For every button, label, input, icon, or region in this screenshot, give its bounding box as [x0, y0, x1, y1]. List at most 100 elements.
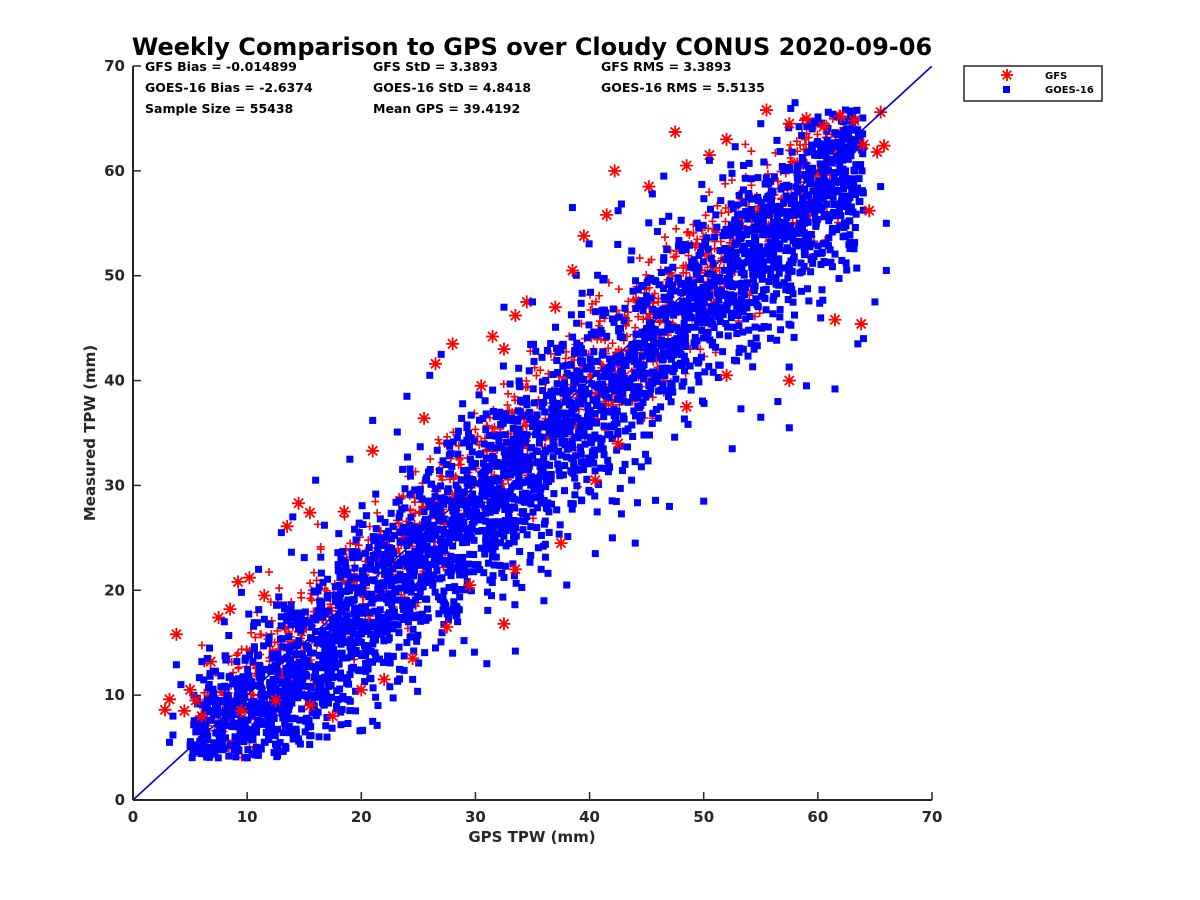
- goes16-cloud-mark: [282, 686, 290, 694]
- goes16-cloud-mark: [460, 571, 468, 579]
- goes16-cloud-mark: [751, 261, 759, 269]
- gfs-point: [834, 109, 848, 123]
- goes16-cloud-mark: [295, 612, 303, 620]
- goes16-cloud-mark: [329, 673, 337, 681]
- goes16-cloud-mark: [289, 671, 297, 679]
- goes16-cloud-mark: [533, 524, 541, 532]
- goes16-cloud-mark: [272, 745, 280, 753]
- goes16-cloud-mark: [608, 434, 616, 442]
- goes16-cloud-mark: [592, 331, 600, 339]
- goes16-point: [186, 741, 194, 749]
- goes16-cloud-mark: [510, 538, 518, 546]
- goes16-cloud-mark: [401, 504, 409, 512]
- goes16-cloud-mark: [706, 291, 714, 299]
- goes16-cloud-mark: [678, 382, 686, 390]
- goes16-cloud-mark: [840, 127, 848, 135]
- goes16-cloud-mark: [389, 607, 397, 615]
- goes16-cloud-mark: [807, 171, 815, 179]
- goes16-cloud-mark: [552, 416, 560, 424]
- goes16-cloud-mark: [404, 618, 412, 626]
- goes16-cloud-mark: [567, 499, 575, 507]
- goes16-cloud-mark: [191, 741, 199, 749]
- goes16-cloud-mark: [560, 385, 568, 393]
- gfs-point: [497, 617, 511, 631]
- gfs-point: [280, 519, 294, 533]
- goes16-cloud-mark: [646, 319, 654, 327]
- goes16-cloud-mark: [484, 489, 492, 497]
- goes16-cloud-mark: [239, 673, 247, 681]
- goes16-cloud-mark: [645, 219, 653, 227]
- gfs-point: [194, 709, 208, 723]
- goes16-cloud-mark: [392, 613, 400, 621]
- goes16-cloud-mark: [417, 617, 425, 625]
- goes16-cloud-mark: [369, 658, 377, 666]
- goes16-cloud-mark: [616, 394, 624, 402]
- goes16-cloud-mark: [807, 268, 815, 276]
- goes16-cloud-mark: [274, 650, 282, 658]
- goes16-cloud-mark: [324, 607, 332, 615]
- goes16-cloud-mark: [635, 383, 643, 391]
- goes16-cloud-mark: [445, 451, 453, 459]
- goes16-cloud-mark: [346, 620, 354, 628]
- goes16-cloud-mark: [824, 108, 832, 116]
- y-tick-label: 10: [104, 686, 125, 704]
- goes16-cloud-mark: [752, 226, 760, 234]
- goes16-cloud-mark: [729, 323, 737, 331]
- goes16-cloud-mark: [798, 268, 806, 276]
- goes16-cloud-mark: [499, 593, 507, 601]
- goes16-cloud-mark: [838, 139, 846, 147]
- goes16-cloud-mark: [775, 244, 783, 252]
- goes16-cloud-mark: [809, 253, 817, 261]
- gfs-cloud-mark: [647, 255, 656, 264]
- goes16-cloud-mark: [802, 161, 810, 169]
- goes16-cloud-mark: [396, 509, 404, 517]
- goes16-cloud-mark: [830, 208, 838, 216]
- goes16-cloud-mark: [438, 594, 446, 602]
- goes16-cloud-mark: [757, 257, 765, 265]
- goes16-cloud-mark: [409, 556, 417, 564]
- goes16-cloud-mark: [597, 326, 605, 334]
- goes16-cloud-mark: [670, 351, 678, 359]
- goes16-cloud-mark: [621, 304, 629, 312]
- goes16-cloud-mark: [786, 166, 794, 174]
- goes16-cloud-mark: [638, 352, 646, 360]
- goes16-cloud-mark: [255, 606, 263, 614]
- goes16-cloud-mark: [756, 243, 764, 251]
- goes16-cloud-mark: [574, 434, 582, 442]
- goes16-cloud-mark: [777, 228, 785, 236]
- goes16-cloud-mark: [695, 309, 703, 317]
- goes16-cloud-mark: [828, 263, 836, 271]
- goes16-cloud-mark: [366, 675, 374, 683]
- goes16-cloud-mark: [760, 203, 768, 211]
- goes16-cloud-mark: [524, 477, 532, 485]
- goes16-cloud-mark: [234, 687, 242, 695]
- goes16-cloud-mark: [853, 264, 861, 272]
- goes16-cloud-mark: [347, 653, 355, 661]
- gfs-point: [702, 148, 716, 162]
- goes16-cloud-mark: [506, 380, 514, 388]
- goes16-cloud-mark: [483, 588, 491, 596]
- goes16-cloud-mark: [633, 360, 641, 368]
- goes16-cloud-mark: [330, 637, 338, 645]
- x-tick-label: 10: [237, 808, 258, 826]
- goes16-cloud-mark: [643, 369, 651, 377]
- goes16-cloud-mark: [460, 488, 468, 496]
- goes16-cloud-mark: [624, 398, 632, 406]
- goes16-cloud-mark: [577, 349, 585, 357]
- goes16-cloud-mark: [498, 498, 506, 506]
- goes16-cloud-mark: [849, 208, 857, 216]
- goes16-cloud-mark: [421, 649, 429, 657]
- goes16-cloud-mark: [678, 301, 686, 309]
- goes16-cloud-mark: [726, 292, 734, 300]
- goes16-cloud-mark: [232, 737, 240, 745]
- goes16-cloud-mark: [569, 333, 577, 341]
- goes16-cloud-mark: [819, 296, 827, 304]
- goes16-cloud-mark: [726, 260, 734, 268]
- goes16-cloud-mark: [570, 349, 578, 357]
- goes16-cloud-mark: [693, 290, 701, 298]
- goes16-cloud-mark: [314, 661, 322, 669]
- goes16-cloud-mark: [701, 368, 709, 376]
- goes16-cloud-mark: [406, 633, 414, 641]
- goes16-cloud-mark: [452, 481, 460, 489]
- goes16-cloud-mark: [297, 627, 305, 635]
